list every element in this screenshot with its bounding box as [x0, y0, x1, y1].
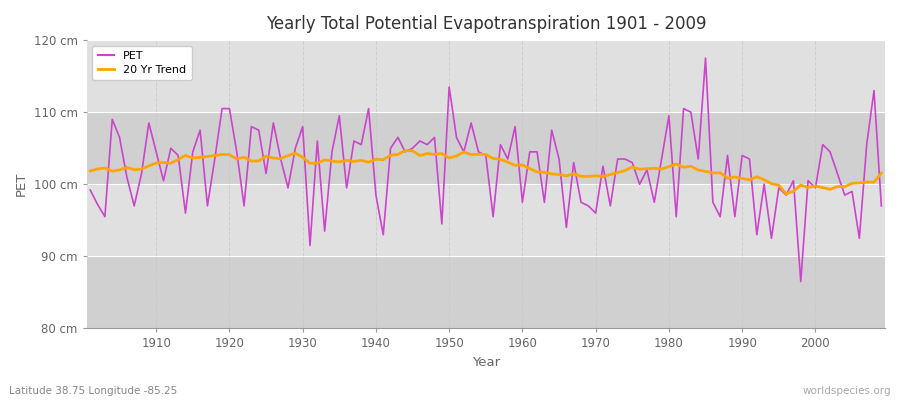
Legend: PET, 20 Yr Trend: PET, 20 Yr Trend: [92, 46, 192, 80]
Text: Latitude 38.75 Longitude -85.25: Latitude 38.75 Longitude -85.25: [9, 386, 177, 396]
Title: Yearly Total Potential Evapotranspiration 1901 - 2009: Yearly Total Potential Evapotranspiratio…: [266, 15, 706, 33]
X-axis label: Year: Year: [472, 356, 500, 369]
Bar: [86, 184, 885, 256]
Text: worldspecies.org: worldspecies.org: [803, 386, 891, 396]
Bar: [86, 256, 885, 328]
Bar: [86, 112, 885, 184]
Bar: [86, 40, 885, 112]
Y-axis label: PET: PET: [15, 172, 28, 196]
